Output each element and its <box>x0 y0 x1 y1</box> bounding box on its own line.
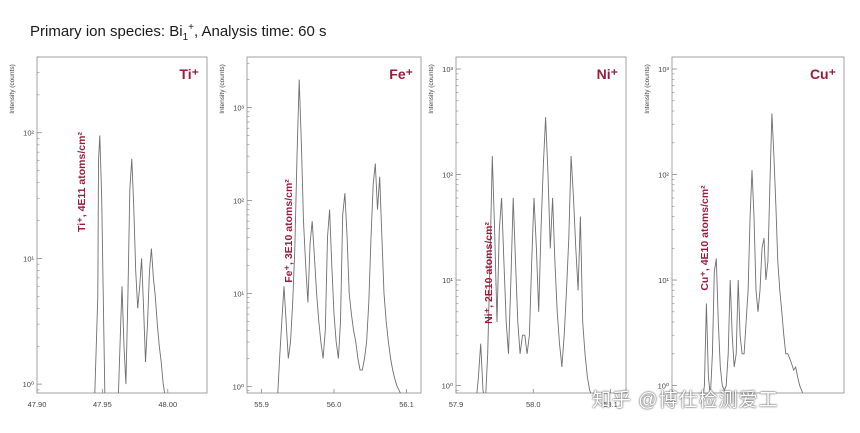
panel-1-ylabel: Intensity (counts) <box>9 64 16 114</box>
panel-4-ytick-label: 10⁰ <box>658 382 669 391</box>
panel-3-ion-label: Ni⁺ <box>597 66 618 82</box>
panel-2-xtick-label: 55.9 <box>254 400 269 409</box>
panel-2-xtick-label: 56.1 <box>399 400 414 409</box>
panel-3-ytick-label: 10¹ <box>442 276 453 285</box>
panel-2-ytick-label: 10⁰ <box>233 382 244 391</box>
panel-4-annotation: Cu⁺, 4E10 atoms/cm² <box>699 185 711 291</box>
panel-2-annotation: Fe⁺, 3E10 atoms/cm² <box>283 179 295 283</box>
panel-4-frame <box>671 56 845 394</box>
panel-3-xtick-label: 57.9 <box>449 400 464 409</box>
panel-4-ytick-label: 10² <box>658 171 669 180</box>
panel-1-ion-label: Ti⁺ <box>179 66 199 82</box>
panel-2-ylabel: Intensity (counts) <box>219 64 226 114</box>
panel-2-ytick-label: 10³ <box>233 104 244 113</box>
title-prefix: Primary ion species: Bi <box>30 23 183 40</box>
panel-1-ytick-label: 10⁰ <box>23 380 34 389</box>
panel-3-ytick-label: 10³ <box>442 65 453 74</box>
panel-1-frame <box>36 56 208 394</box>
panel-3-series-line <box>476 117 592 393</box>
panel-1-xtick-label: 48.00 <box>158 400 177 409</box>
watermark: 知乎 @博仕检测爱工 <box>592 390 779 411</box>
panel-2-ytick-label: 10¹ <box>233 289 244 298</box>
panel-3-ytick-label: 10⁰ <box>442 382 453 391</box>
panel-4-ytick-label: 10³ <box>658 65 669 74</box>
panel-1-xtick-label: 47.90 <box>28 400 47 409</box>
panel-2-ytick-label: 10² <box>233 197 244 206</box>
panel-4-ytick-label: 10¹ <box>658 276 669 285</box>
panel-3-xtick-label: 58.0 <box>526 400 541 409</box>
chart-title: Primary ion species: Bi1+, Analysis time… <box>30 22 327 43</box>
panel-3-ylabel: Intensity (counts) <box>428 64 435 114</box>
panel-1-ytick-label: 10¹ <box>23 254 34 263</box>
title-suffix: , Analysis time: 60 s <box>193 23 327 40</box>
panel-4-ylabel: Intensity (counts) <box>644 64 651 114</box>
panel-2-ion-label: Fe⁺ <box>389 66 413 82</box>
panel-1-series-line <box>94 135 166 393</box>
panel-1-xtick-label: 47.95 <box>93 400 112 409</box>
panel-3-frame <box>455 56 627 394</box>
panel-2-frame <box>246 56 422 394</box>
panel-4-series-line <box>703 113 804 393</box>
panel-2-series-line <box>277 79 401 393</box>
title-subscript: 1 <box>182 32 189 43</box>
panel-3-xtick-label: 58.1 <box>603 400 618 409</box>
title-superscript: + <box>188 22 194 33</box>
panel-1-ytick-label: 10² <box>23 129 34 138</box>
panel-3-ytick-label: 10² <box>442 171 453 180</box>
panel-4-ion-label: Cu⁺ <box>810 66 836 82</box>
panel-1-annotation: Ti⁺, 4E11 atoms/cm² <box>76 132 88 232</box>
panel-3-annotation: Ni⁺, 2E10 atoms/cm² <box>483 222 495 324</box>
panel-2-xtick-label: 56.0 <box>327 400 342 409</box>
